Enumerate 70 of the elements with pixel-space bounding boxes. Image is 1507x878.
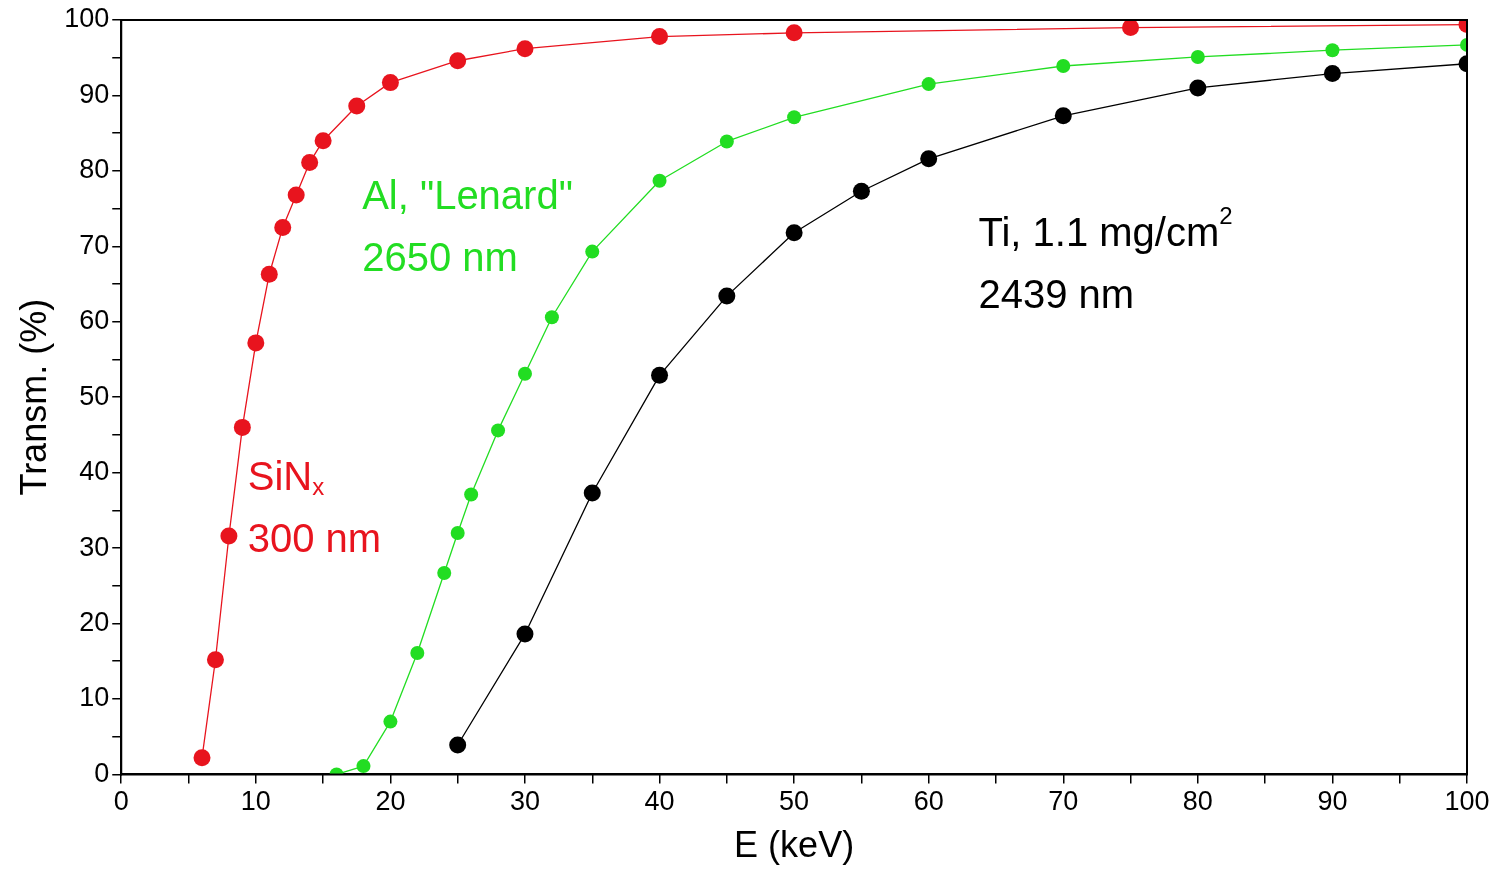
point [651,28,669,46]
point [583,484,601,502]
point [585,244,600,259]
x-tick-label: 70 [1048,786,1079,817]
y-axis-title: Transm. (%) [12,298,54,496]
point [464,487,479,502]
point [852,182,870,200]
y-tick-label: 100 [64,3,110,34]
point [491,423,506,438]
point [314,132,332,150]
point [449,52,467,70]
point [450,525,465,540]
y-tick-label: 80 [79,154,110,185]
point [383,714,398,729]
point [348,97,366,115]
x-tick-label: 0 [113,786,129,817]
point [544,310,559,325]
point [449,736,467,754]
point [287,186,305,204]
point [517,366,532,381]
point [718,287,736,305]
y-tick-label: 60 [79,305,110,336]
x-tick-label: 20 [375,786,406,817]
point [1189,79,1207,97]
x-tick-label: 80 [1182,786,1213,817]
point [785,24,803,42]
x-tick-label: 50 [779,786,810,817]
point [193,749,211,767]
point [437,565,452,580]
point [1056,59,1071,74]
x-tick-label: 90 [1317,786,1348,817]
annotation: Al, "Lenard" 2650 nm [362,173,573,280]
point [787,110,802,125]
point [719,134,734,149]
point [206,651,224,669]
point [516,40,534,58]
y-tick-label: 70 [79,229,110,260]
x-tick-label: 60 [913,786,944,817]
y-tick-label: 30 [79,531,110,562]
y-tick-label: 0 [94,757,110,788]
point [651,366,669,384]
x-tick-label: 40 [644,786,675,817]
point [1323,65,1341,83]
point [356,759,371,774]
point [301,154,319,172]
point [220,527,238,545]
point [274,218,292,236]
point [785,224,803,242]
point [1190,49,1205,64]
point [260,265,278,283]
y-tick-label: 40 [79,456,110,487]
point [1122,20,1140,37]
x-tick-label: 30 [509,786,540,817]
y-tick-label: 10 [79,682,110,713]
point [381,74,399,92]
point [247,334,265,352]
point [516,625,534,643]
point [920,150,938,168]
x-tick-label: 10 [240,786,271,817]
point [921,77,936,92]
point [1054,107,1072,125]
y-tick-label: 50 [79,380,110,411]
point [410,645,425,660]
point [233,418,251,436]
y-tick-label: 90 [79,78,110,109]
point [652,173,667,188]
point [1325,43,1340,58]
x-axis-title: E (keV) [734,824,855,866]
x-tick-label: 100 [1444,786,1490,817]
y-tick-label: 20 [79,606,110,637]
